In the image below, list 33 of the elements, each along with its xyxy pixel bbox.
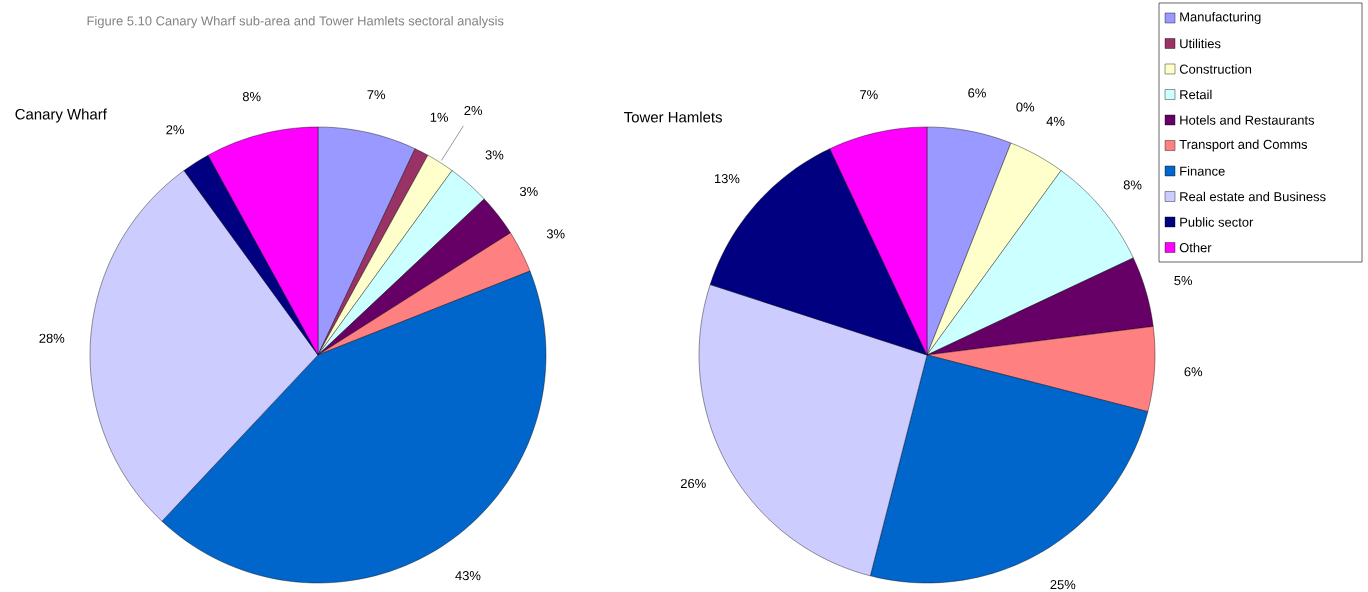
data-label: 7% [367,90,386,100]
data-label: 8% [1123,180,1142,190]
data-label: 2% [464,105,483,116]
data-label: 2% [166,125,184,135]
data-label: 3% [546,229,565,239]
text: Tower Hamlets [624,111,722,123]
data-label: 13% [714,174,740,184]
data-label: 8% [242,92,261,102]
legend-label: Other [1179,242,1212,253]
legend-label: Finance [1180,166,1225,176]
data-label: 1% [430,112,449,122]
data-label: 6% [1184,367,1203,377]
legend-label: Retail [1180,89,1212,100]
data-label: 25% [1050,580,1076,590]
data-label: 43% [455,571,481,581]
data-label: 5% [1174,276,1193,286]
legend-label: Manufacturing [1180,11,1261,25]
data-label: 7% [860,90,878,100]
data-label: 3% [519,186,538,197]
legend-label: Transport and Comms [1179,139,1308,152]
legend-label: Public sector [1180,217,1254,227]
data-label: 26% [680,478,706,489]
data-label: 3% [485,150,504,160]
data-label: 4% [1046,116,1065,126]
text: Canary Wharf [15,108,107,123]
legend-label: Real estate and Business [1180,191,1326,202]
data-label: 28% [39,333,65,343]
caption: Figure 5.10 Canary Wharf sub-area and Tower Hamlets sectoral analysis [87,15,504,29]
text: 0% [1016,102,1035,112]
legend-label: Utilities [1180,38,1221,49]
data-label: 6% [968,88,986,98]
legend-label: Construction [1179,64,1252,74]
legend-label: Hotels and Restaurants [1180,115,1315,125]
